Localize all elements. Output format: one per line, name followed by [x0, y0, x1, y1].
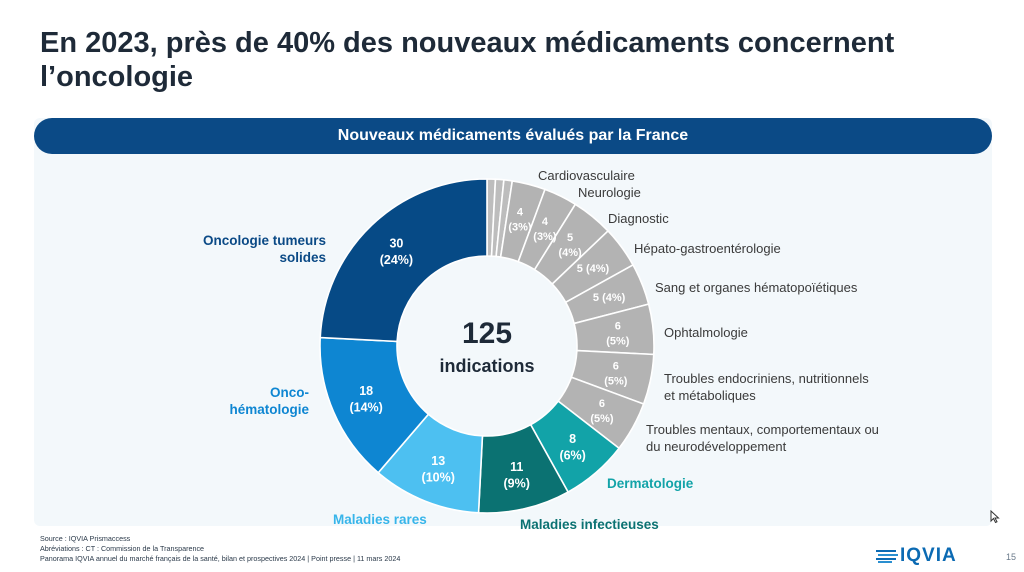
- page-number: 15: [1006, 552, 1017, 562]
- footer-source: Source : IQVIA Prismaccess: [40, 534, 131, 543]
- center-label: indications: [439, 356, 534, 376]
- footer-notes: Source : IQVIA Prismaccess Abréviations …: [40, 534, 400, 564]
- value-label-diagnostic: 5 (4%): [558, 232, 582, 259]
- category-label-onco-hematologie: Onco-hématologie: [229, 385, 309, 417]
- category-label-diagnostic: Diagnostic: [608, 211, 669, 226]
- value-label-maladies-rares: 13 (10%): [422, 454, 455, 485]
- category-label-sang-et-organes-hematopoietiques: Sang et organes hématopoïétiques: [655, 280, 858, 295]
- mouse-cursor-icon: [990, 510, 1000, 524]
- value-label-cardiovasculaire: 4 (3%): [508, 207, 532, 234]
- footer-reference: Panorama IQVIA annuel du marché français…: [40, 554, 401, 563]
- footer-abbreviations: Abréviations : CT : Commission de la Tra…: [40, 544, 205, 553]
- category-label-dermatologie: Dermatologie: [607, 476, 694, 491]
- category-label-neurologie: Neurologie: [578, 185, 641, 200]
- value-label-hepato-gastroenterologie: 5 (4%): [577, 263, 610, 275]
- category-label-troubles-mentaux-comportementaux-ou-du-neurodeveloppement: Troubles mentaux, comportementaux ou du n…: [646, 422, 879, 454]
- logo-mark-icon: [876, 550, 898, 563]
- value-label-onco-hematologie: 18 (14%): [349, 384, 382, 415]
- category-label-cardiovasculaire: Cardiovasculaire: [538, 168, 635, 183]
- category-label-ophtalmologie: Ophtalmologie: [664, 325, 748, 340]
- value-label-ophtalmologie: 6 (5%): [606, 321, 630, 348]
- chart-banner: Nouveaux médicaments évalués par la Fran…: [34, 118, 992, 154]
- value-label-troubles-endocriniens-nutritionnels-et-metaboliques: 6 (5%): [604, 360, 628, 387]
- value-label-dermatologie: 8 (6%): [559, 432, 585, 463]
- value-label-troubles-mentaux-comportementaux-ou-du-neurodeveloppement: 6 (5%): [590, 398, 614, 425]
- slice-oncologie-tumeurs-solides: [319, 178, 488, 343]
- category-label-maladies-rares: Maladies rares: [333, 512, 427, 527]
- category-label-oncologie-tumeurs-solides: Oncologie tumeurs solides: [203, 233, 326, 265]
- center-total: 125: [462, 317, 512, 350]
- logo-text: IQVIA: [900, 545, 957, 566]
- value-label-neurologie: 4 (3%): [533, 216, 557, 243]
- category-label-hepato-gastroenterologie: Hépato-gastroentérologie: [634, 241, 781, 256]
- category-label-maladies-infectieuses: Maladies infectieuses: [520, 517, 659, 532]
- value-label-maladies-infectieuses: 11 (9%): [504, 460, 530, 491]
- category-label-troubles-endocriniens-nutritionnels-et-metaboliques: Troubles endocriniens, nutritionnels et m…: [664, 371, 869, 403]
- value-label-sang-et-organes-hematopoietiques: 5 (4%): [593, 292, 626, 304]
- value-label-oncologie-tumeurs-solides: 30 (24%): [380, 237, 413, 268]
- iqvia-logo: IQVIA: [876, 545, 957, 566]
- page-title: En 2023, près de 40% des nouveaux médica…: [40, 27, 895, 93]
